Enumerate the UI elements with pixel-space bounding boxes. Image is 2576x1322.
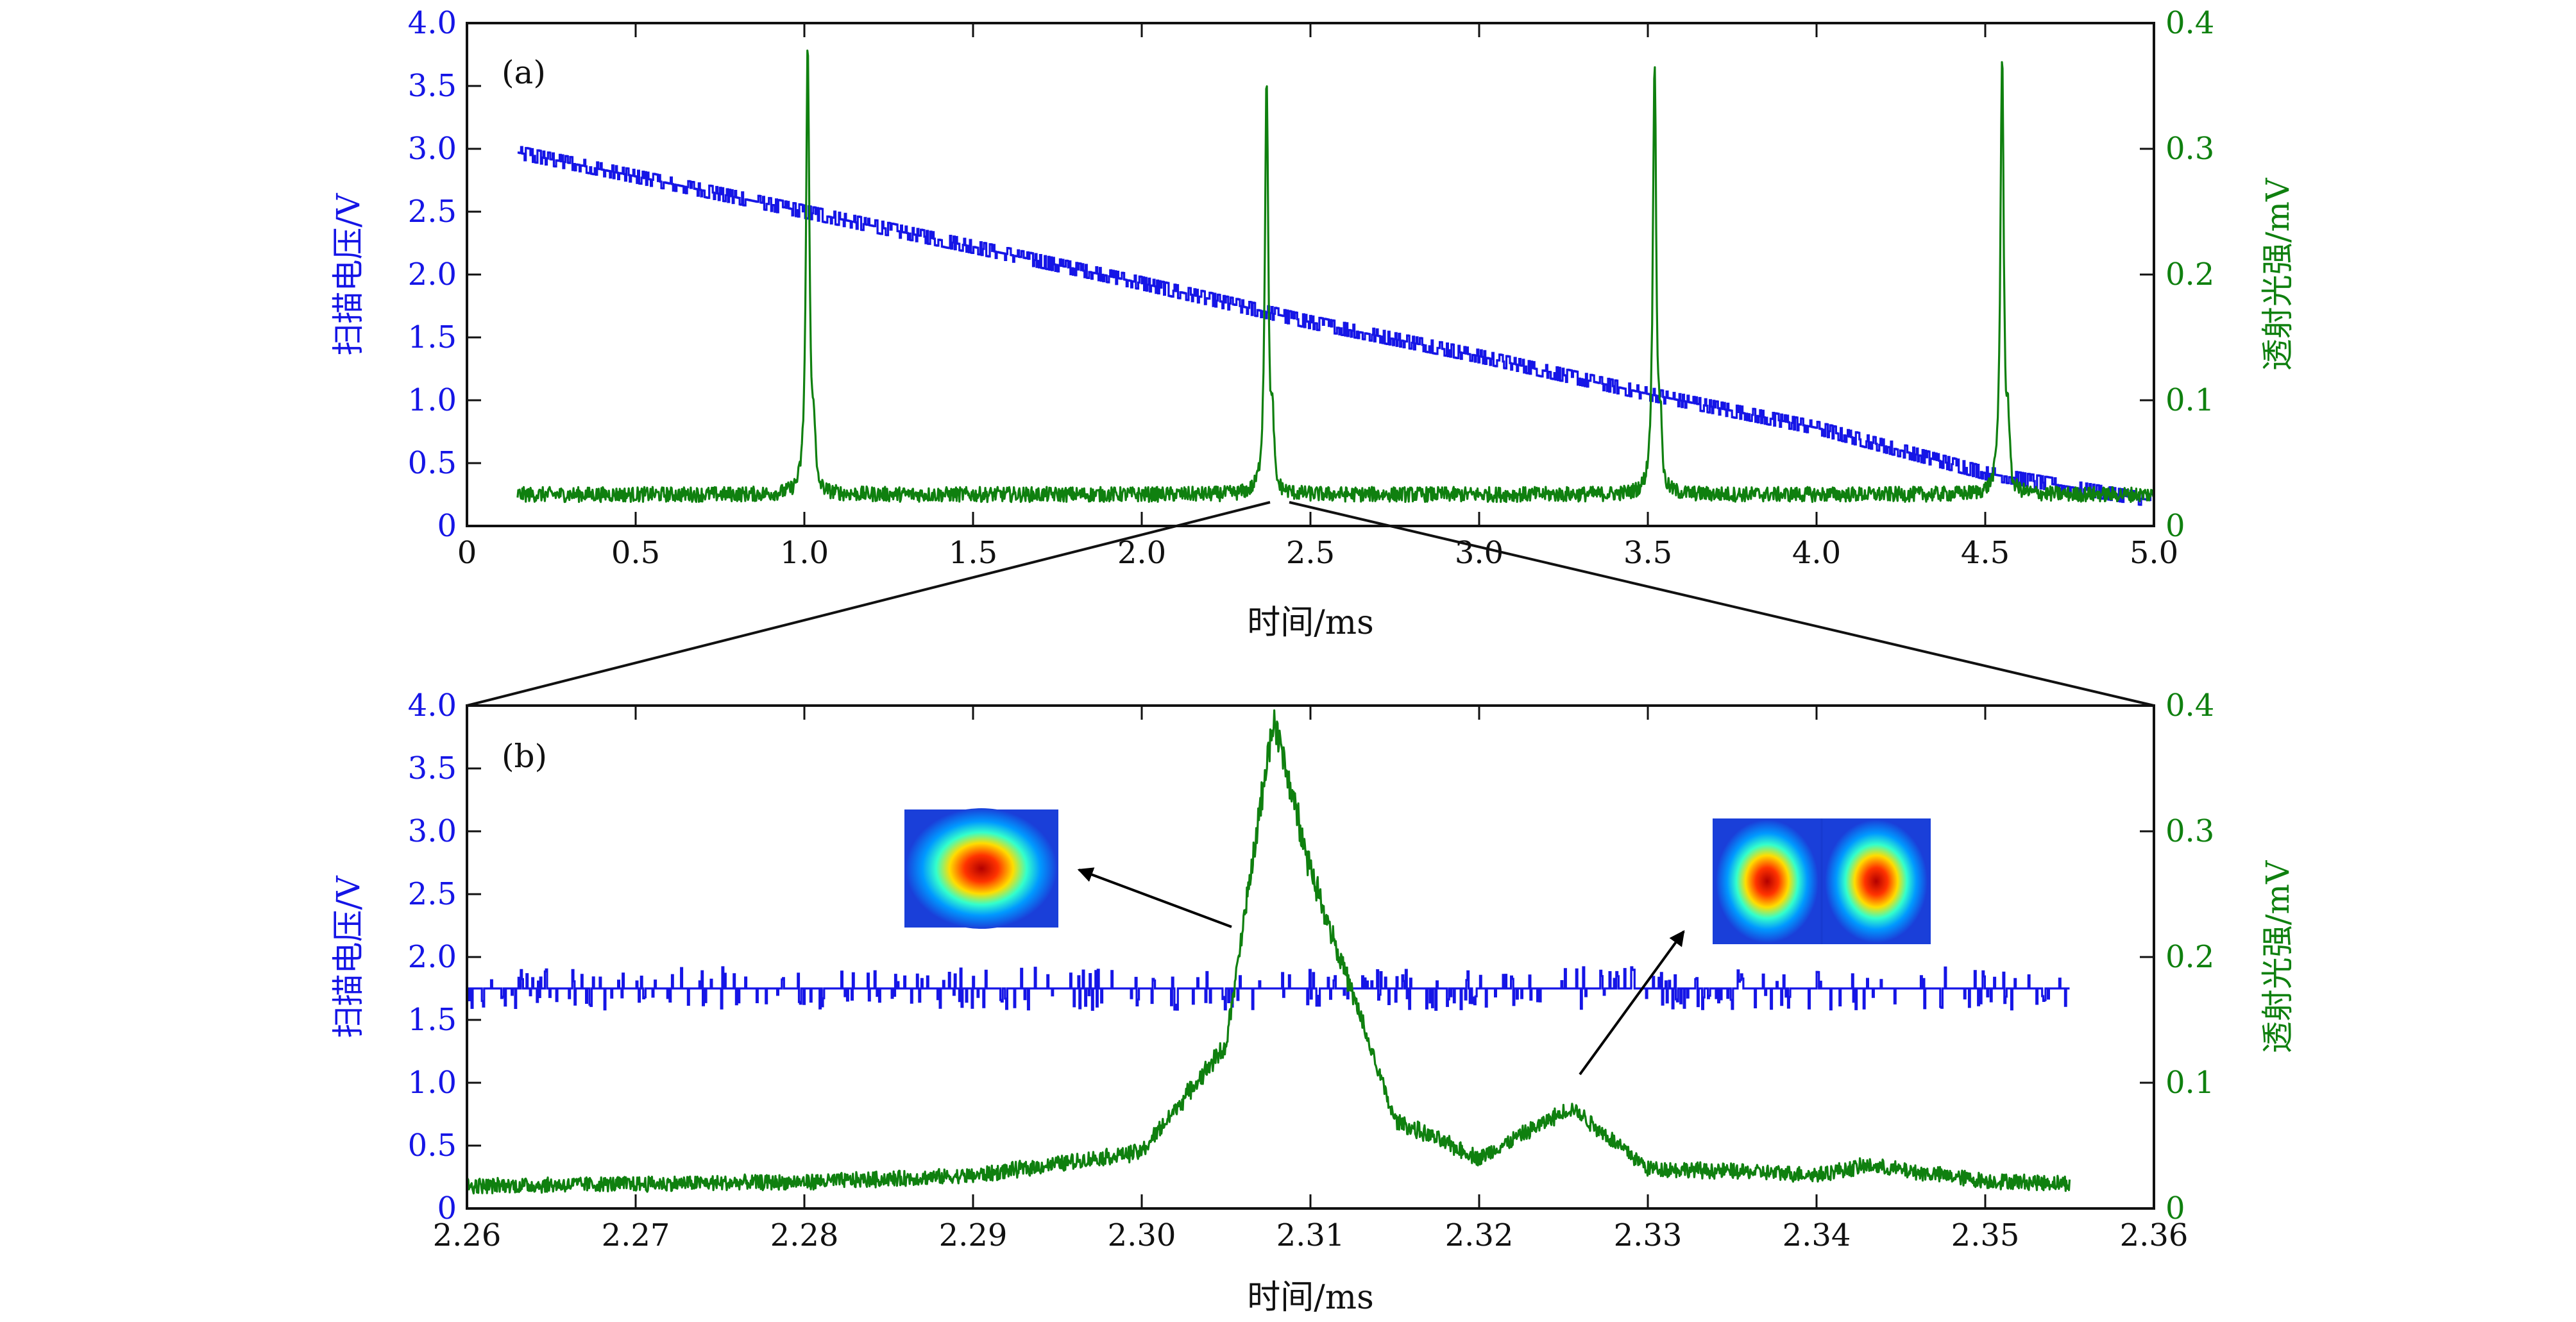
y-left-tick-label: 3.5 <box>408 750 457 786</box>
panel-b-label: (b) <box>502 738 547 775</box>
y-right-tick-label: 0.3 <box>2165 131 2214 167</box>
x-tick-label: 1.0 <box>780 535 829 571</box>
zoom-connector-left <box>466 501 1271 707</box>
y-left-tick-label: 0.5 <box>408 1128 457 1164</box>
x-tick-label: 2.27 <box>602 1217 670 1253</box>
y-right-tick-label: 0 <box>2165 1191 2185 1226</box>
x-tick-label: 0.5 <box>611 535 660 571</box>
y-left-tick-label: 2.5 <box>408 194 457 230</box>
x-tick-label: 2.36 <box>2120 1217 2189 1253</box>
y-left-tick-label: 0 <box>437 508 457 544</box>
x-tick-label: 3.0 <box>1455 535 1504 571</box>
zoom-connector-right <box>1289 501 2155 707</box>
arrow-to-fundamental-mode <box>1077 867 1232 928</box>
y-left-tick-label: 3.5 <box>408 68 457 104</box>
intensity-trace <box>466 709 2071 1195</box>
x-tick-label: 2.31 <box>1276 1217 1345 1253</box>
x-tick-label: 2.33 <box>1614 1217 1682 1253</box>
y-right-tick-label: 0.2 <box>2165 939 2214 975</box>
y-right-tick-label: 0.4 <box>2165 5 2214 41</box>
panel-a-label: (a) <box>502 54 546 91</box>
y-right-tick-label: 0.3 <box>2165 813 2214 849</box>
x-tick-label: 3.5 <box>1623 535 1672 571</box>
x-tick-label: 0 <box>457 535 477 571</box>
zoom-connectors <box>466 501 2155 707</box>
intensity-trace <box>516 49 2155 504</box>
x-tick-label: 2.28 <box>770 1217 839 1253</box>
panel-b-xlabel: 时间/ms <box>1247 1278 1374 1317</box>
y-left-tick-label: 2.0 <box>408 939 457 975</box>
panel-b-frame <box>466 704 2155 1210</box>
x-tick-label: 2.30 <box>1108 1217 1176 1253</box>
x-tick-label: 2.34 <box>1783 1217 1851 1253</box>
arrow-to-higher-order-mode <box>1579 930 1685 1076</box>
voltage-trace <box>517 146 2155 506</box>
y-left-tick-label: 2.0 <box>408 257 457 292</box>
panel-b: 2.26 2.27 2.28 2.29 2.30 2.31 2.32 2.33 2.34 2.35… <box>330 688 2296 1317</box>
panel-a-xlabel: 时间/ms <box>1247 604 1374 642</box>
y-right-tick-label: 0.2 <box>2165 257 2214 292</box>
y-left-tick-label: 1.5 <box>408 1002 457 1038</box>
y-left-tick-label: 2.5 <box>408 876 457 912</box>
voltage-trace <box>467 966 2070 1011</box>
x-tick-label: 2.0 <box>1117 535 1166 571</box>
x-tick-label: 2.29 <box>939 1217 1008 1253</box>
panel-b-ylabel-right: 透射光强/mV <box>2259 860 2296 1053</box>
x-tick-label: 4.0 <box>1792 535 1841 571</box>
y-left-tick-label: 1.0 <box>408 382 457 418</box>
y-right-tick-label: 0.4 <box>2165 688 2214 724</box>
panel-a-ylabel-left: 扫描电压/V <box>330 193 367 356</box>
y-left-tick-label: 1.5 <box>408 319 457 355</box>
mode-profile-inset-fundamental <box>904 808 1058 929</box>
mode-profile-inset-higher-order <box>1713 818 1931 944</box>
y-right-tick-label: 0.1 <box>2165 1065 2214 1101</box>
y-left-tick-label: 4.0 <box>408 5 457 41</box>
x-tick-label: 2.5 <box>1286 535 1335 571</box>
y-right-tick-label: 0.1 <box>2165 382 2214 418</box>
x-tick-label: 2.35 <box>1951 1217 2020 1253</box>
x-tick-label: 4.5 <box>1961 535 2010 571</box>
panel-b-ylabel-left: 扫描电压/V <box>330 876 367 1038</box>
x-tick-label: 2.26 <box>433 1217 502 1253</box>
panel-a: 0 0.5 1.0 1.5 2.0 2.5 3.0 3.5 4.0 4.5 5.000.51.01.… <box>330 5 2296 642</box>
y-left-tick-label: 1.0 <box>408 1065 457 1101</box>
y-left-tick-label: 4.0 <box>408 688 457 724</box>
y-left-tick-label: 0 <box>437 1191 457 1226</box>
y-right-tick-label: 0 <box>2165 508 2185 544</box>
y-left-tick-label: 3.0 <box>408 131 457 167</box>
y-left-tick-label: 3.0 <box>408 813 457 849</box>
panel-a-ylabel-right: 透射光强/mV <box>2259 178 2296 371</box>
x-tick-label: 1.5 <box>949 535 997 571</box>
x-tick-label: 2.32 <box>1445 1217 1514 1253</box>
x-tick-label: 5.0 <box>2130 535 2178 571</box>
y-left-tick-label: 0.5 <box>408 445 457 481</box>
